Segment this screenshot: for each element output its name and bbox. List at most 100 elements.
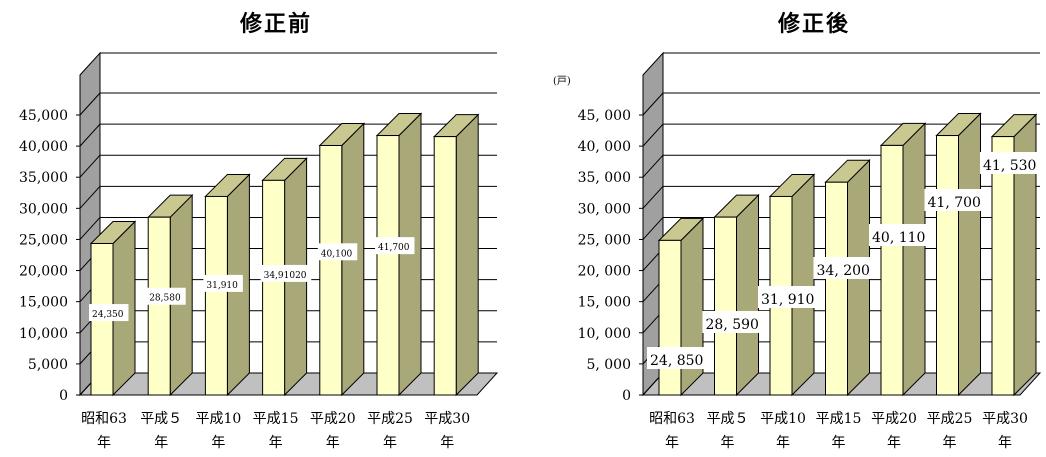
bar-side — [455, 113, 479, 397]
data-label: 40,100 — [321, 249, 353, 259]
x-tick-label-suffix: 年 — [326, 435, 340, 451]
gridline-diagonal — [642, 185, 664, 209]
bar — [262, 179, 286, 396]
data-label: 41,700 — [378, 243, 410, 253]
chart-panel-before: 修正前 0 5,000 10,000 15,000 20,000 25,000 30,000… — [19, 11, 499, 451]
x-tick-label-suffix: 年 — [998, 435, 1012, 451]
y-tick-label: 35,000 — [19, 170, 68, 186]
x-tick-label-suffix: 年 — [887, 435, 901, 451]
y-tick-label: 10, 000 — [578, 326, 631, 342]
bar — [658, 239, 682, 396]
x-tick-label: 平成10 — [760, 411, 806, 427]
bar — [825, 181, 848, 396]
data-label-bg — [260, 264, 312, 282]
y-tick-label: 40, 000 — [578, 139, 631, 155]
data-label-bg — [647, 347, 714, 369]
x-tick-label-suffix: 年 — [440, 435, 454, 451]
x-tick-label-suffix: 年 — [776, 435, 790, 451]
bar — [433, 136, 457, 396]
data-label: 41, 530 — [983, 158, 1036, 174]
gridline-diagonal — [79, 123, 101, 147]
y-tick-label: 5,000 — [28, 357, 68, 373]
gridline-diagonal — [642, 123, 664, 147]
y-tick-label: 45,000 — [19, 108, 68, 124]
bar-side — [398, 112, 422, 397]
y-tick-label: 5, 000 — [586, 357, 631, 373]
chart-title: 修正前 — [240, 11, 313, 37]
x-tick-label-suffix: 年 — [721, 435, 735, 451]
gridline-diagonal — [79, 92, 101, 116]
gridline-diagonal — [79, 185, 101, 209]
gridline-diagonal — [642, 92, 664, 116]
bar-chart-before: 0 5,000 10,000 15,000 20,000 25,000 30,000 35,0… — [19, 51, 499, 451]
x-tick-label: 平成15 — [816, 411, 862, 427]
bar — [147, 216, 171, 396]
gridline-diagonal — [79, 154, 101, 178]
data-label-bg — [203, 274, 243, 292]
bar-side — [902, 122, 926, 397]
chart-panel-after: 修正後 (戸) 0 5, 000 10, 000 15, 000 20, 000 25, … — [523, 0, 1046, 457]
y-tick-label: 35, 000 — [578, 170, 631, 186]
unit-label: (戸) — [553, 76, 571, 87]
gridline-diagonal — [642, 217, 664, 240]
data-label-bg — [89, 304, 129, 322]
x-tick-label-suffix: 年 — [97, 435, 111, 451]
data-label-bg — [758, 286, 825, 308]
data-label-bg — [146, 287, 186, 305]
y-tick-label: 20,000 — [19, 264, 68, 280]
x-tick-label: 平成20 — [310, 411, 356, 427]
y-tick-label: 40,000 — [19, 139, 68, 155]
x-tick-label: 平成20 — [871, 411, 917, 427]
y-tick-label: 0 — [622, 388, 631, 404]
data-label-bg — [317, 243, 358, 261]
bar — [991, 136, 1015, 396]
x-tick-label: 平成25 — [927, 411, 973, 427]
bar — [376, 135, 400, 396]
x-tick-label: 平成10 — [195, 411, 241, 427]
bar — [936, 135, 959, 396]
x-tick-label: 平成15 — [253, 411, 299, 427]
x-tick-label-suffix: 年 — [269, 435, 283, 451]
data-label-bg — [375, 237, 415, 255]
x-tick-label-suffix: 年 — [832, 435, 846, 451]
y-tick-label: 10,000 — [19, 326, 68, 342]
data-label: 40, 110 — [872, 230, 925, 246]
data-label: 28,580 — [149, 294, 181, 304]
y-tick-label: 15, 000 — [578, 295, 631, 311]
y-tick-label: 20, 000 — [578, 264, 631, 280]
data-label: 28, 590 — [706, 317, 759, 333]
bar — [714, 216, 737, 396]
data-label-bg — [924, 189, 992, 211]
y-tick-label: 25,000 — [19, 232, 68, 248]
x-tick-label: 平成25 — [367, 411, 413, 427]
bar — [204, 195, 228, 396]
x-tick-label-suffix: 年 — [383, 435, 397, 451]
data-label: 24, 850 — [650, 353, 703, 369]
bar-side — [736, 193, 759, 397]
bar-chart-after: 0 5, 000 10, 000 15, 000 20, 000 25, 000 30, 0… — [578, 51, 1046, 451]
data-label: 34, 200 — [817, 263, 870, 279]
y-tick-label: 0 — [59, 388, 68, 404]
x-tick-label: 平成30 — [982, 411, 1028, 427]
bar — [319, 144, 343, 396]
x-tick-label-suffix: 年 — [665, 435, 679, 451]
x-tick-label: 昭和63 — [649, 411, 695, 427]
bar-side — [791, 173, 815, 397]
x-tick-label-suffix: 年 — [211, 435, 225, 451]
y-tick-label: 15,000 — [19, 295, 68, 311]
x-tick-label-suffix: 年 — [943, 435, 957, 451]
data-label-bg — [980, 152, 1046, 174]
y-tick-label: 30,000 — [19, 201, 68, 217]
data-label-bg — [869, 224, 936, 246]
x-tick-label: 平成５ — [140, 411, 182, 427]
data-label: 24,350 — [92, 310, 124, 320]
x-tick-label-suffix: 年 — [154, 435, 168, 451]
data-label-bg — [702, 311, 770, 333]
y-tick-label: 45, 000 — [578, 108, 631, 124]
data-label: 31,910 — [206, 281, 238, 291]
data-label-bg — [813, 257, 881, 279]
bar-side — [958, 112, 981, 397]
y-tick-label: 30, 000 — [578, 201, 631, 217]
chart-title: 修正後 — [778, 11, 851, 37]
y-tick-label: 25, 000 — [578, 232, 631, 248]
